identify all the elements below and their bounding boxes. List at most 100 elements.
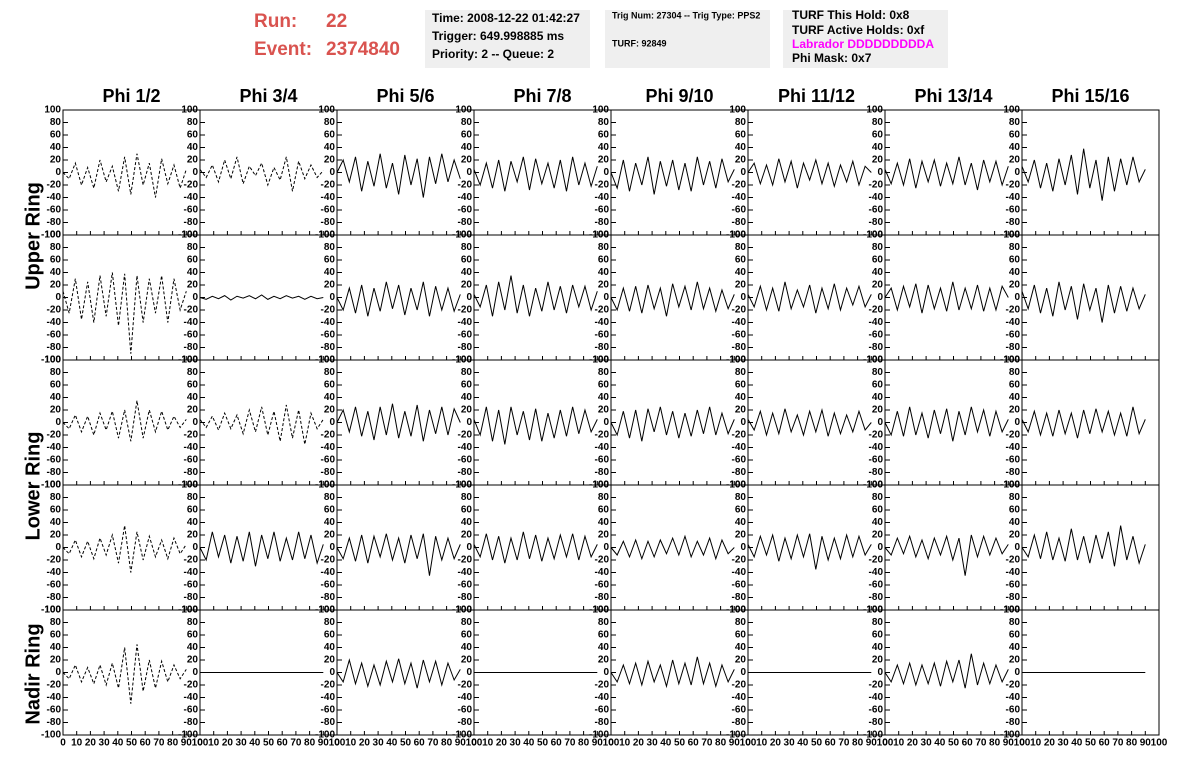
y-tick-label: -80 [458,342,473,353]
y-tick-label: 100 [729,355,746,366]
y-tick-label: -100 [315,730,335,741]
y-tick-label: 80 [187,617,199,628]
y-tick-label: 80 [735,617,747,628]
y-tick-label: 60 [598,130,610,141]
y-tick-label: 40 [735,267,747,278]
y-tick-label: 20 [324,530,336,541]
priority: Priority: 2 -- Queue: 2 [432,47,554,61]
y-tick-label: -60 [595,330,610,341]
panel-frame [1021,359,1160,486]
x-tick-label: 40 [386,738,398,749]
x-tick-label: 80 [578,738,590,749]
y-tick-label: 60 [598,630,610,641]
x-tick-label: 90 [1140,738,1152,749]
panel-frame [336,359,475,486]
row-label: Lower Ring [22,432,44,541]
waveform [199,531,324,567]
y-tick-label: -40 [458,442,473,453]
y-tick-label: 100 [592,605,609,616]
y-tick-label: -20 [184,305,199,316]
y-tick-label: -60 [321,580,336,591]
y-tick-label: -40 [321,442,336,453]
y-tick-label: 0 [55,667,61,678]
y-tick-label: -40 [732,442,747,453]
y-tick-label: -80 [869,342,884,353]
y-tick-label: 80 [735,492,747,503]
y-tick-label: -40 [595,692,610,703]
y-tick-label: 80 [735,367,747,378]
y-tick-label: -80 [732,217,747,228]
panel-frame [199,359,338,486]
x-tick-label: 0 [334,738,340,749]
phi-mask: Phi Mask: 0x7 [792,51,872,65]
y-tick-label: 80 [50,492,62,503]
y-tick-label: -40 [47,442,62,453]
x-tick-label: 20 [1044,738,1056,749]
y-tick-label: -60 [732,205,747,216]
y-tick-label: 40 [324,517,336,528]
y-tick-label: -20 [321,680,336,691]
time: Time: 2008-12-22 01:42:27 [432,11,580,25]
y-tick-label: 80 [1009,617,1021,628]
y-tick-label: 80 [1009,242,1021,253]
turf-hold: TURF This Hold: 0x8 [792,8,910,22]
panel-frame [610,109,749,236]
y-tick-label: 100 [1003,480,1020,491]
trigger: Trigger: 649.998885 ms [432,29,564,43]
y-tick-label: 80 [1009,492,1021,503]
y-tick-label: -20 [595,555,610,566]
x-tick-label: 100 [740,738,757,749]
y-tick-label: 60 [50,630,62,641]
waveform [1021,281,1146,323]
x-tick-label: 100 [877,738,894,749]
y-tick-label: -60 [595,455,610,466]
y-tick-label: -80 [184,217,199,228]
y-tick-label: 60 [324,505,336,516]
y-tick-label: 40 [461,267,473,278]
y-tick-label: 100 [866,230,883,241]
x-tick-label: 50 [126,738,138,749]
y-tick-label: 20 [324,405,336,416]
y-tick-label: 60 [735,380,747,391]
y-tick-label: 100 [318,230,335,241]
waveform [62,153,187,198]
y-tick-label: -80 [47,342,62,353]
y-tick-label: 0 [603,542,609,553]
y-tick-label: 20 [1009,405,1021,416]
y-tick-label: 60 [735,255,747,266]
y-tick-label: 0 [1014,417,1020,428]
panel-frame [1021,234,1160,361]
y-tick-label: 0 [877,542,883,553]
panel-frame [473,359,612,486]
x-tick-label: 30 [1058,738,1070,749]
y-tick-label: -80 [595,592,610,603]
x-tick-label: 50 [537,738,549,749]
waveform [884,156,1009,191]
y-tick-label: 40 [324,392,336,403]
y-tick-label: 40 [187,642,199,653]
y-tick-label: 100 [729,230,746,241]
y-tick-label: -100 [178,730,198,741]
y-tick-label: 20 [1009,280,1021,291]
event-number: 2374840 [326,39,400,60]
x-tick-label: 80 [167,738,179,749]
y-tick-label: -20 [47,305,62,316]
panel-frame [884,109,1023,236]
y-tick-label: 60 [461,505,473,516]
y-tick-label: -80 [458,592,473,603]
y-tick-label: 40 [50,267,62,278]
y-tick-label: 60 [50,130,62,141]
x-tick-label: 70 [564,738,576,749]
panel-frame [1021,109,1160,236]
y-tick-label: -60 [184,455,199,466]
y-tick-label: 40 [735,142,747,153]
y-tick-label: 80 [872,492,884,503]
waveform [62,272,187,354]
panel-frame [747,359,886,486]
y-tick-label: -20 [184,680,199,691]
y-tick-label: 20 [735,155,747,166]
y-tick-label: 60 [324,630,336,641]
y-tick-label: -40 [1006,192,1021,203]
x-tick-label: 0 [1019,738,1025,749]
